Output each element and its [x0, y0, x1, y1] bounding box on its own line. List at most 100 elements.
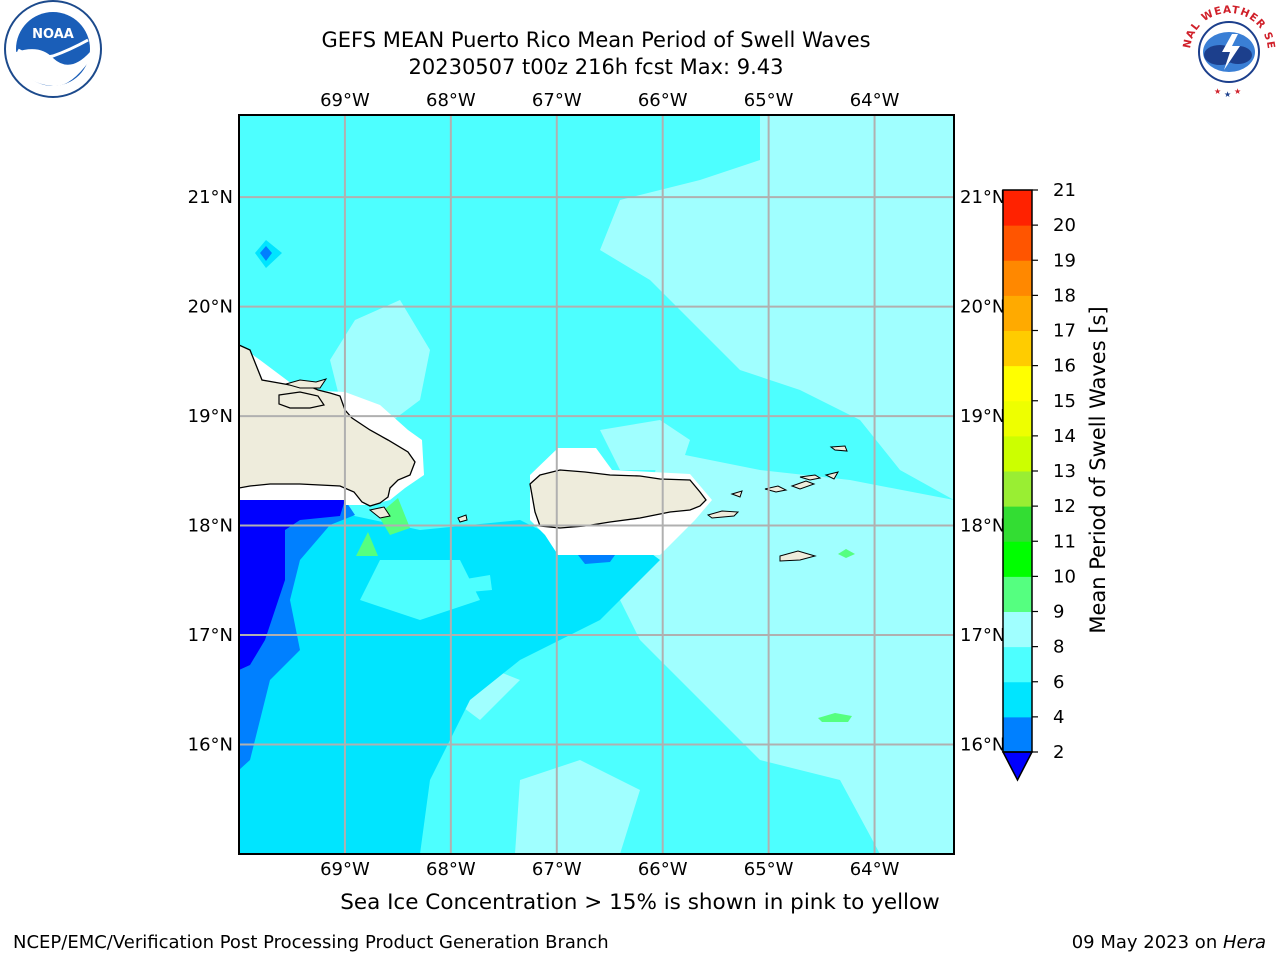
colorbar-tick-label: 19 [1053, 250, 1076, 271]
colorbar-segment [1003, 646, 1032, 683]
field-under-2 [239, 500, 345, 670]
lat-label-left: 21°N [188, 187, 233, 208]
footer-credit: NCEP/EMC/Verification Post Processing Pr… [13, 932, 609, 953]
st-croix [779, 550, 817, 562]
lat-labels-right: 21°N 20°N 19°N 18°N 17°N 16°N [960, 187, 1005, 755]
lon-label-top: 67°W [532, 90, 582, 111]
footer-date: 09 May 2023 on Hera [1072, 932, 1266, 953]
sea-ice-caption: Sea Ice Concentration > 15% is shown in … [340, 890, 940, 915]
anegada [829, 445, 848, 452]
colorbar-tick-label: 6 [1053, 672, 1064, 693]
lat-label-left: 19°N [188, 406, 233, 427]
colorbar-segment [1003, 611, 1032, 648]
colorbar-tick-label: 11 [1053, 531, 1076, 552]
nws-logo: NATIONAL WEATHER SERVICE ★ ★ ★ [1178, 0, 1278, 101]
colorbar-tick-label: 16 [1053, 356, 1076, 377]
svg-text:★: ★ [1234, 87, 1241, 96]
colorbar-segment [1003, 681, 1032, 718]
lon-label-top: 64°W [850, 90, 900, 111]
lon-label-bottom: 66°W [638, 859, 688, 880]
lon-label-top: 68°W [426, 90, 476, 111]
colorbar-segment [1003, 225, 1032, 261]
tortola [790, 480, 816, 490]
colorbar-tick-label: 21 [1053, 180, 1076, 201]
bvi-islet [799, 474, 822, 481]
colorbar: 2 4 6 8 9 10 11 12 13 14 15 16 17 18 19 20 21 [1001, 180, 1076, 782]
field-6-8-speck [460, 575, 492, 592]
lat-label-right: 20°N [960, 297, 1005, 318]
lat-label-left: 18°N [188, 516, 233, 537]
lon-label-bottom: 67°W [532, 859, 582, 880]
colorbar-segment [1003, 295, 1032, 331]
colorbar-segment [1003, 506, 1032, 542]
colorbar-tick-label: 10 [1053, 566, 1076, 587]
colorbar-tick-label: 20 [1053, 215, 1076, 236]
colorbar-segment [1003, 260, 1032, 296]
colorbar-segment [1003, 400, 1032, 437]
colorbar-tick-label: 17 [1053, 321, 1076, 342]
lon-label-top: 65°W [744, 90, 794, 111]
colorbar-segment [1003, 190, 1032, 226]
colorbar-tick-label: 15 [1053, 391, 1076, 412]
field-9-10-southeast [818, 713, 852, 722]
lon-labels-top: 69°W 68°W 67°W 66°W 65°W 64°W [320, 90, 900, 111]
north-coast-island [284, 378, 328, 389]
vieques [706, 510, 740, 519]
colorbar-segment [1003, 576, 1032, 612]
field-8-9-north-pr [600, 420, 690, 470]
virgin-gorda [824, 471, 840, 480]
lat-label-left: 20°N [188, 297, 233, 318]
saona-island [368, 506, 391, 519]
svg-text:★: ★ [1214, 87, 1221, 96]
footer-machine: Hera [1222, 932, 1266, 953]
svg-text:★: ★ [1224, 90, 1231, 99]
lat-label-right: 17°N [960, 625, 1005, 646]
lat-label-right: 21°N [960, 187, 1005, 208]
lat-label-right: 19°N [960, 406, 1005, 427]
colorbar-tick-label: 14 [1053, 426, 1076, 447]
lon-label-top: 69°W [320, 90, 370, 111]
svg-text:NOAA: NOAA [32, 27, 74, 42]
lon-label-bottom: 69°W [320, 859, 370, 880]
lat-label-left: 17°N [188, 625, 233, 646]
colorbar-tick-label: 13 [1053, 461, 1076, 482]
map-frame [238, 114, 955, 855]
colorbar-segment [1003, 541, 1032, 577]
st-thomas [764, 485, 788, 493]
field-8-9-south [515, 760, 640, 854]
field-2-4-isolated [260, 246, 272, 261]
lat-labels-left: 21°N 20°N 19°N 18°N 17°N 16°N [188, 187, 233, 755]
colorbar-segment [1003, 471, 1032, 507]
colorbar-tick-label: 8 [1053, 637, 1064, 658]
chart-title: GEFS MEAN Puerto Rico Mean Period of Swe… [321, 28, 871, 52]
colorbar-label: Mean Period of Swell Waves [s] [1086, 306, 1110, 633]
colorbar-segment [1003, 365, 1032, 402]
lat-label-right: 16°N [960, 735, 1005, 756]
colorbar-tick-label: 2 [1053, 742, 1064, 763]
culebra [730, 490, 743, 498]
colorbar-segment [1003, 716, 1032, 753]
colorbar-under-triangle [1001, 751, 1034, 782]
colorbar-segment [1003, 330, 1032, 367]
colorbar-tick-label: 9 [1053, 602, 1064, 623]
colorbar-segment [1003, 435, 1032, 472]
lon-label-top: 66°W [638, 90, 688, 111]
colorbar-tick-label: 12 [1053, 496, 1076, 517]
lon-label-bottom: 64°W [850, 859, 900, 880]
lon-label-bottom: 68°W [426, 859, 476, 880]
chart-subtitle: 20230507 t00z 216h fcst Max: 9.43 [408, 55, 784, 79]
field-2-4-south-pr [578, 555, 615, 564]
field-8-9-southeast [620, 450, 954, 854]
colorbar-tick-label: 4 [1053, 707, 1064, 728]
noaa-logo: NOAA [4, 0, 102, 98]
tortuga-island [278, 391, 325, 409]
lat-label-left: 16°N [188, 735, 233, 756]
field-9-10-speck [838, 549, 855, 558]
colorbar-tick-label: 18 [1053, 285, 1076, 306]
lon-labels-bottom: 69°W 68°W 67°W 66°W 65°W 64°W [320, 859, 900, 880]
lon-label-bottom: 65°W [744, 859, 794, 880]
field-9-10-mona-south [356, 532, 378, 556]
field-8-9-patch [830, 215, 865, 240]
lat-label-right: 18°N [960, 516, 1005, 537]
graticule [239, 115, 954, 854]
